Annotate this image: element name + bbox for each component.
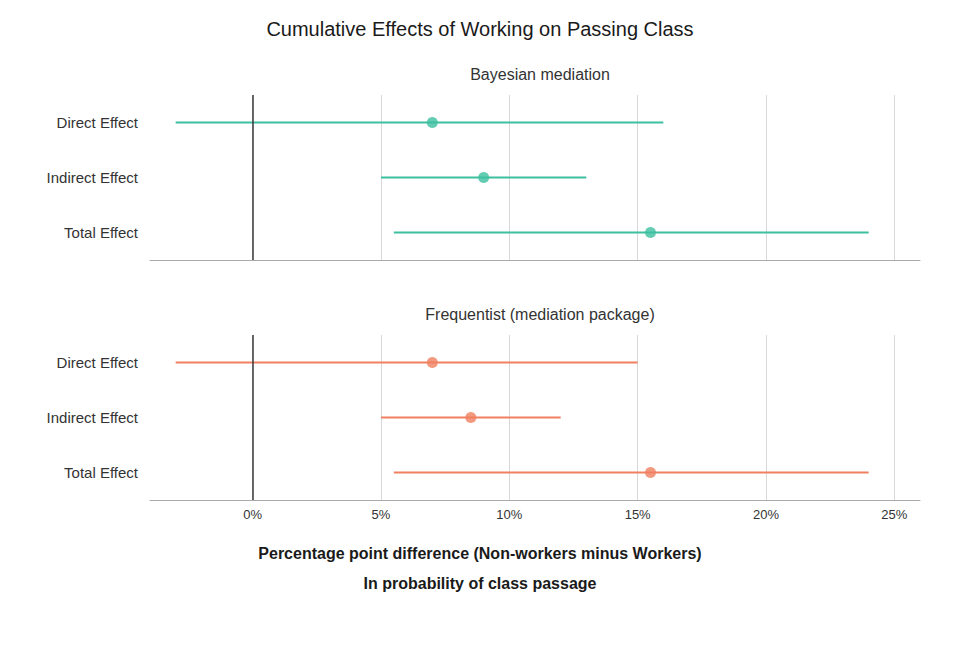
svg-text:Direct Effect: Direct Effect	[57, 114, 139, 131]
svg-text:Direct Effect: Direct Effect	[57, 354, 139, 371]
svg-text:0%: 0%	[243, 507, 262, 522]
svg-text:Frequentist (mediation package: Frequentist (mediation package)	[425, 306, 654, 323]
svg-text:Indirect Effect: Indirect Effect	[47, 409, 139, 426]
svg-text:Indirect Effect: Indirect Effect	[47, 169, 139, 186]
svg-text:25%: 25%	[881, 507, 907, 522]
svg-text:Total Effect: Total Effect	[64, 224, 139, 241]
svg-text:5%: 5%	[372, 507, 391, 522]
svg-text:15%: 15%	[625, 507, 651, 522]
svg-text:In probability of class passag: In probability of class passage	[364, 575, 597, 592]
svg-text:Cumulative Effects of Working: Cumulative Effects of Working on Passing…	[266, 18, 693, 40]
svg-text:20%: 20%	[753, 507, 779, 522]
svg-text:10%: 10%	[496, 507, 522, 522]
svg-text:Bayesian mediation: Bayesian mediation	[470, 66, 610, 83]
svg-text:Total Effect: Total Effect	[64, 464, 139, 481]
svg-text:Percentage point difference (N: Percentage point difference (Non-workers…	[258, 545, 701, 562]
